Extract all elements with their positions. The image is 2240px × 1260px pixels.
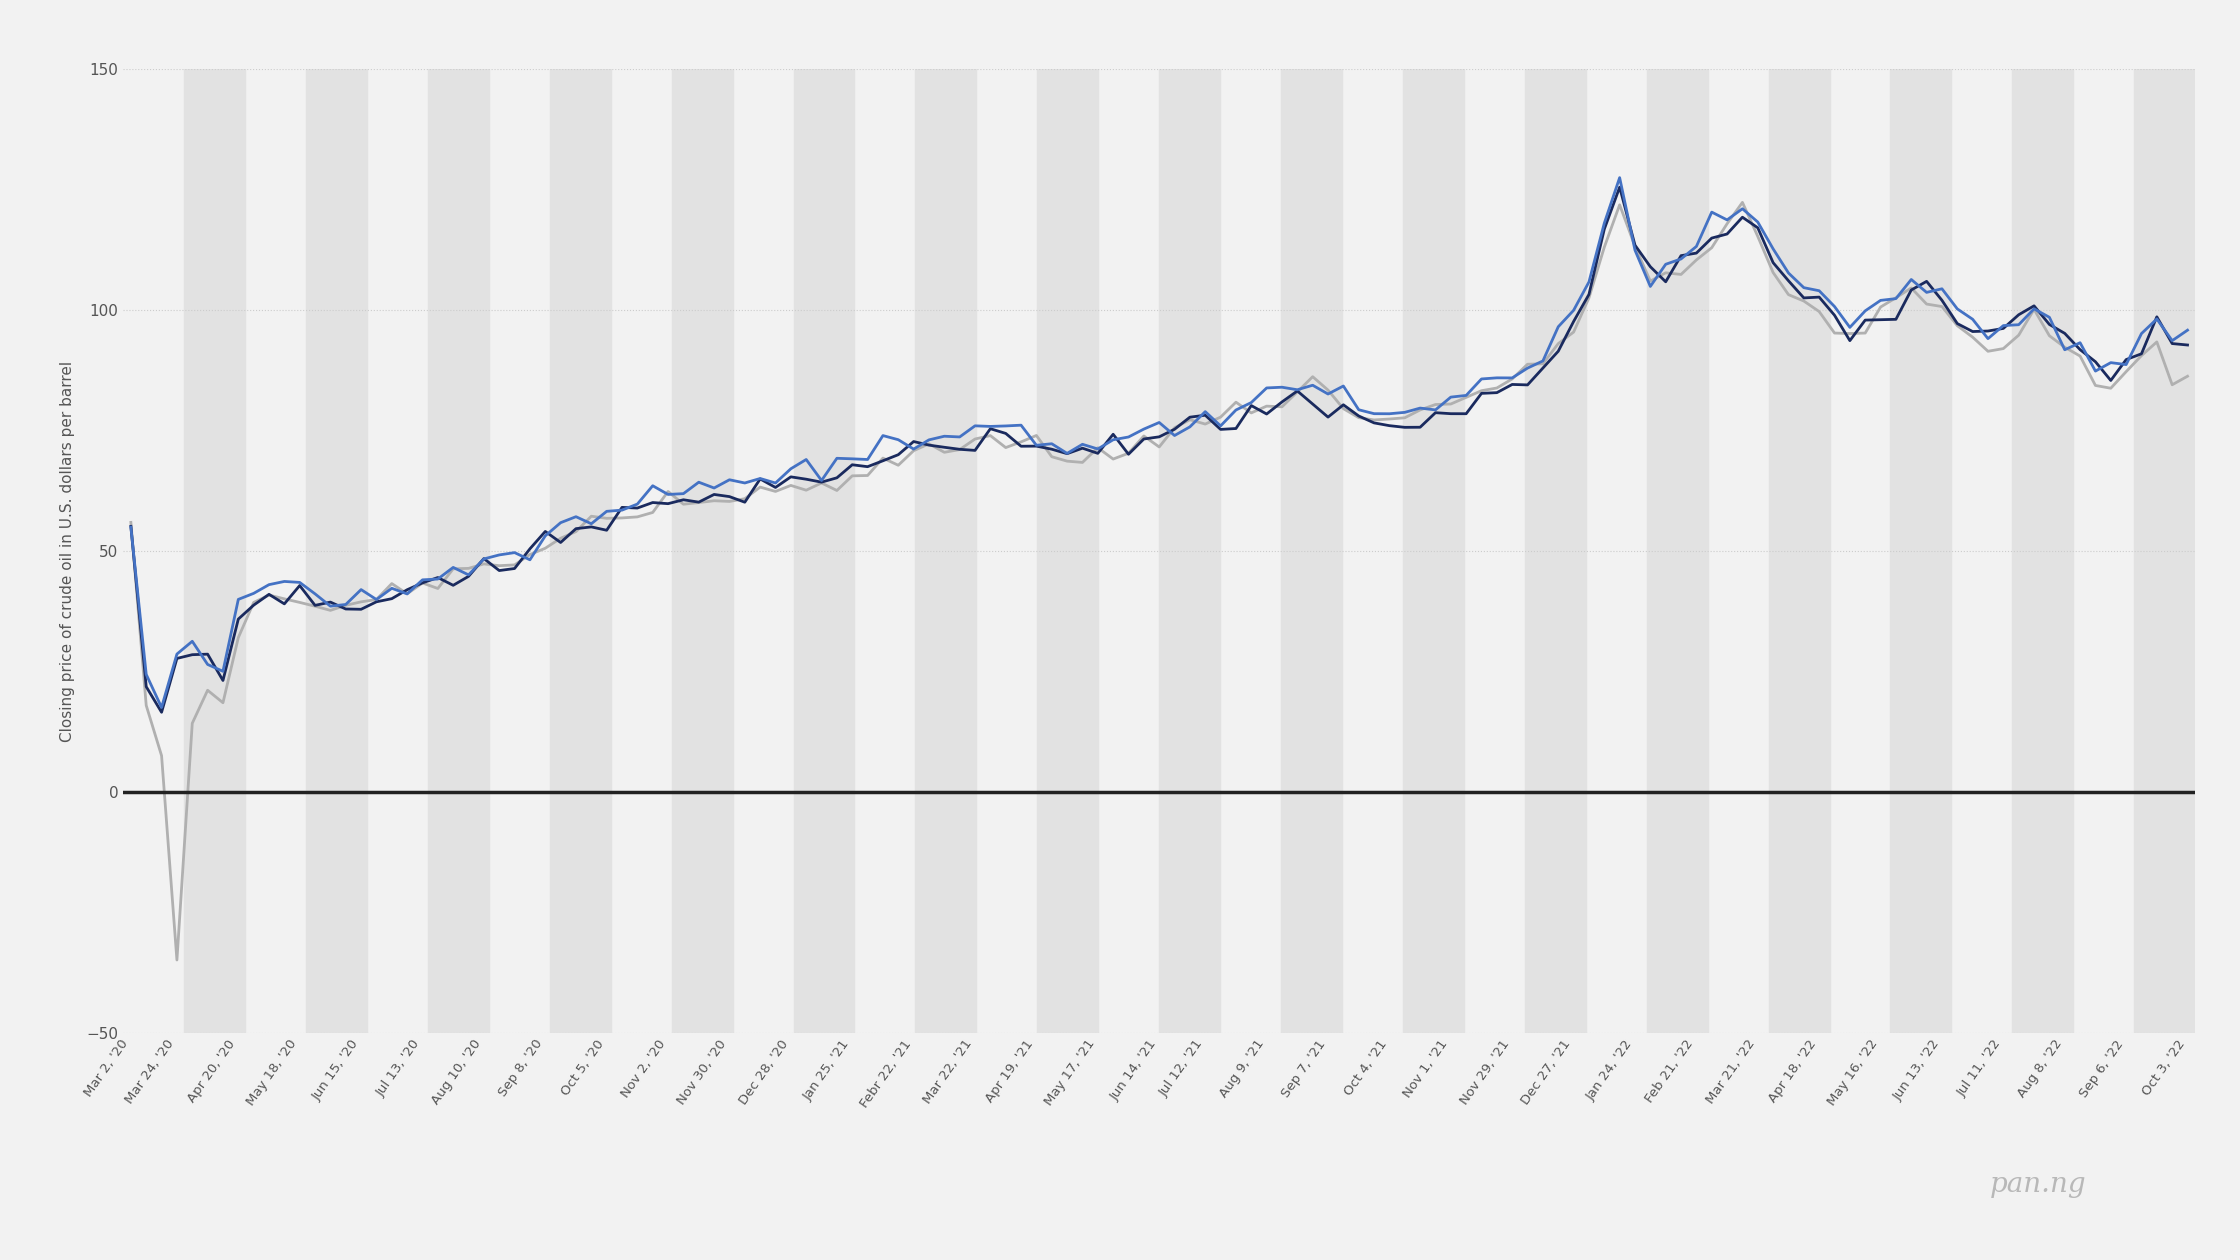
Bar [184,69,244,1033]
Bar [1281,69,1342,1033]
Bar [2012,69,2074,1033]
Bar [916,69,977,1033]
Bar [549,69,612,1033]
Y-axis label: Closing price of crude oil in U.S. dollars per barrel: Closing price of crude oil in U.S. dolla… [60,360,76,742]
Bar [793,69,853,1033]
Text: pan.ng: pan.ng [1989,1171,2088,1198]
Bar [2135,69,2195,1033]
Bar [672,69,732,1033]
Bar [1891,69,1951,1033]
Bar [1525,69,1586,1033]
Bar [1037,69,1098,1033]
Bar [1160,69,1221,1033]
Bar [1402,69,1465,1033]
Bar [1646,69,1707,1033]
Bar [428,69,488,1033]
Bar [1770,69,1830,1033]
Bar [307,69,367,1033]
